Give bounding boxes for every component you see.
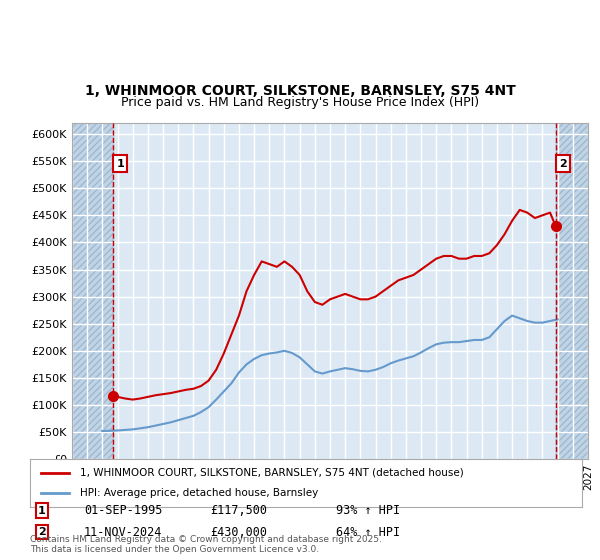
Bar: [72, 123, 113, 459]
Text: 11-NOV-2024: 11-NOV-2024: [84, 525, 163, 539]
Text: 01-SEP-1995: 01-SEP-1995: [84, 504, 163, 517]
Bar: [556, 123, 588, 459]
Text: 2: 2: [38, 527, 46, 537]
Text: 1, WHINMOOR COURT, SILKSTONE, BARNSLEY, S75 4NT: 1, WHINMOOR COURT, SILKSTONE, BARNSLEY, …: [85, 84, 515, 98]
Text: £117,500: £117,500: [210, 504, 267, 517]
Text: Price paid vs. HM Land Registry's House Price Index (HPI): Price paid vs. HM Land Registry's House …: [121, 96, 479, 109]
Text: 1: 1: [38, 506, 46, 516]
Text: HPI: Average price, detached house, Barnsley: HPI: Average price, detached house, Barn…: [80, 488, 318, 498]
Text: 2: 2: [559, 158, 567, 169]
Text: 93% ↑ HPI: 93% ↑ HPI: [336, 504, 400, 517]
Text: £430,000: £430,000: [210, 525, 267, 539]
Text: 1, WHINMOOR COURT, SILKSTONE, BARNSLEY, S75 4NT (detached house): 1, WHINMOOR COURT, SILKSTONE, BARNSLEY, …: [80, 468, 463, 478]
Bar: [72, 123, 113, 459]
Text: 1: 1: [116, 158, 124, 169]
Bar: [556, 123, 588, 459]
Text: 64% ↑ HPI: 64% ↑ HPI: [336, 525, 400, 539]
Text: Contains HM Land Registry data © Crown copyright and database right 2025.
This d: Contains HM Land Registry data © Crown c…: [30, 535, 382, 554]
